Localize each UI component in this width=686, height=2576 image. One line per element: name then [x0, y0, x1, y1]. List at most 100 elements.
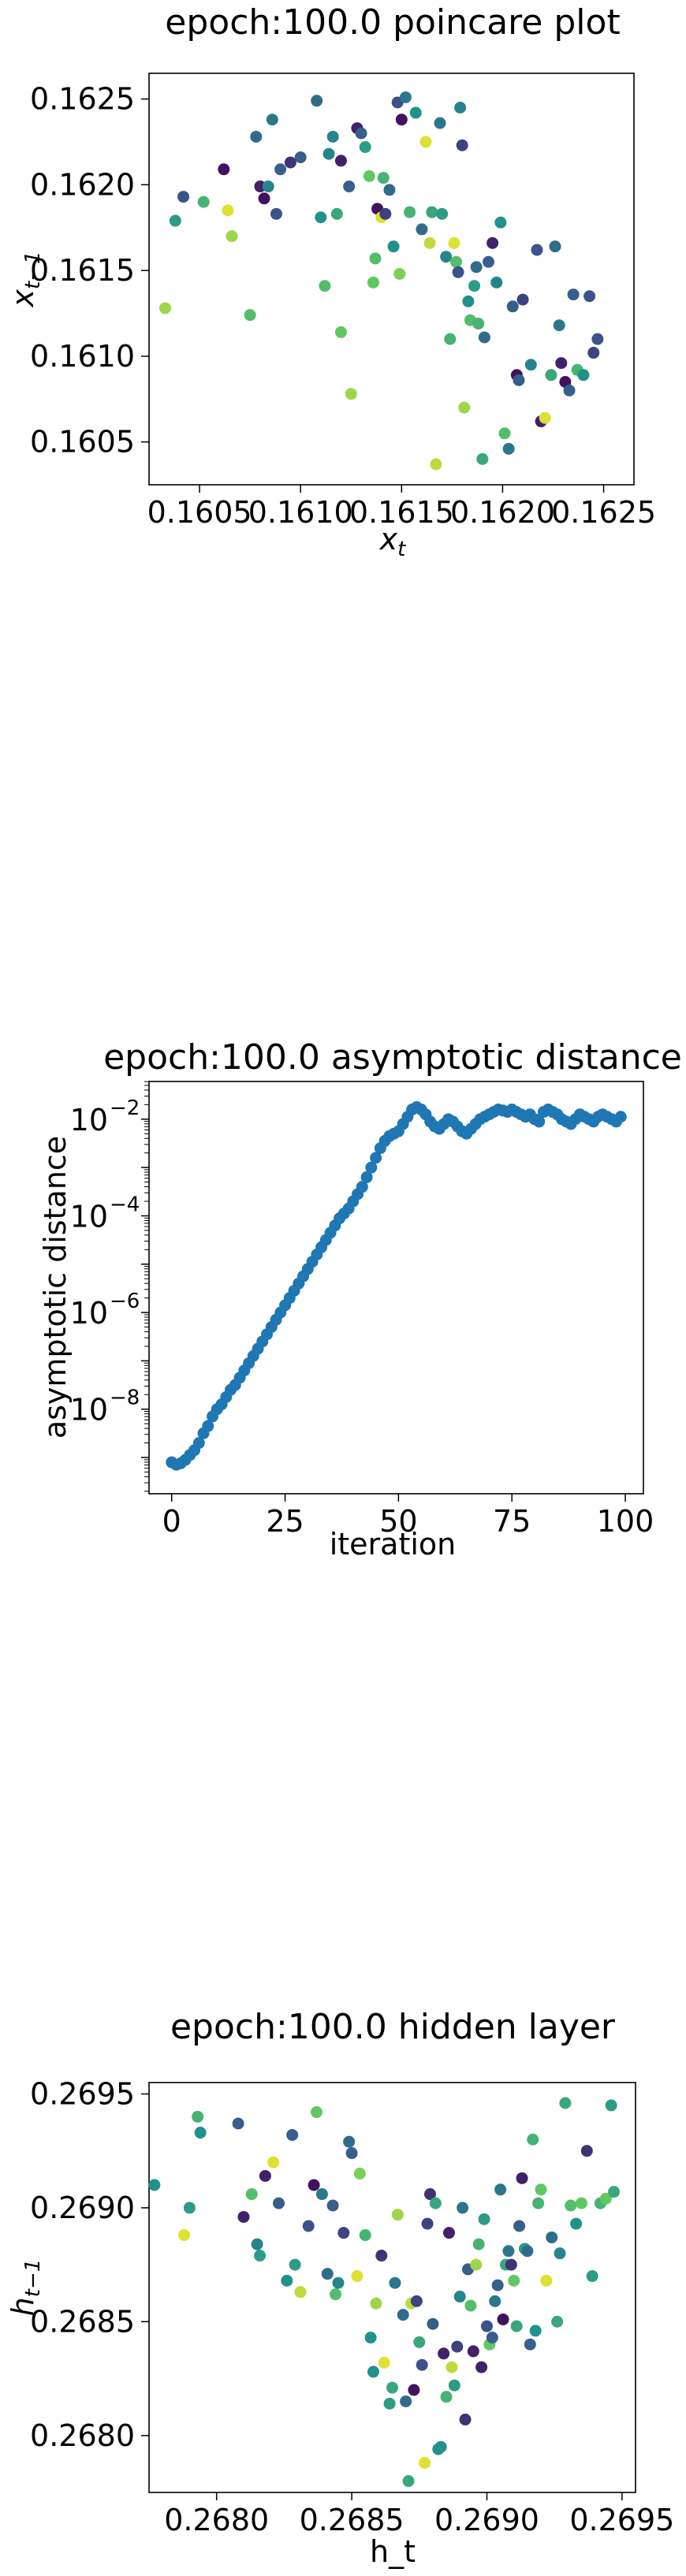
scatter-point: [559, 2097, 572, 2109]
scatter-point: [472, 2238, 485, 2250]
scatter-point: [266, 114, 278, 126]
scatter-point: [402, 2475, 415, 2488]
scatter-point: [580, 2145, 593, 2157]
y-axis-label: asymptotic distance: [38, 1136, 73, 1439]
scatter-point: [399, 91, 412, 103]
scatter-point: [438, 2347, 450, 2360]
scatter-point: [197, 195, 210, 208]
scatter-point: [419, 2456, 431, 2469]
scatter-point: [364, 2332, 377, 2344]
plot-frame: [148, 73, 635, 486]
scatter-point: [442, 2227, 455, 2239]
scatter-point: [583, 290, 596, 303]
scatter-point: [545, 369, 557, 382]
scatter-point: [490, 276, 503, 288]
scatter-point: [267, 2156, 280, 2168]
scatter-point: [393, 267, 406, 280]
scatter-point: [486, 2332, 498, 2344]
scatter-point: [468, 280, 481, 292]
scatter-point: [360, 1171, 373, 1183]
scatter-point: [491, 2279, 504, 2291]
scatter-point: [448, 2379, 460, 2392]
x-axis-label: iteration: [330, 1527, 457, 1562]
scatter-point: [446, 2361, 458, 2373]
plot-frame: [148, 2082, 636, 2493]
poincare-plot-chart: epoch:100.0 poincare plot 0.16050.16100.…: [6, 2, 656, 561]
scatter-point: [353, 2168, 366, 2180]
scatter-point: [506, 300, 519, 313]
scatter-point: [383, 184, 396, 196]
scatter-point: [330, 207, 343, 220]
scatter-point: [386, 2381, 398, 2394]
scatter-point: [370, 2297, 382, 2310]
scatter-point: [343, 2135, 356, 2148]
x-tick-label: 75: [493, 1504, 531, 1539]
scatter-point: [567, 288, 580, 301]
scatter-point: [470, 2258, 483, 2271]
x-tick-label: 0.1605: [147, 495, 252, 530]
scatter-point: [516, 293, 529, 306]
y-tick-label: 10: [70, 1103, 108, 1137]
scatter-point: [494, 2183, 507, 2196]
scatter-point: [377, 172, 390, 184]
scatter-point: [334, 154, 347, 167]
scatter-point: [326, 2199, 339, 2212]
y-tick-label: 10: [70, 1199, 108, 1234]
scatter-point: [321, 2268, 334, 2280]
scatter-point: [478, 2213, 490, 2225]
scatter-point: [218, 163, 230, 176]
scatter-point: [232, 2117, 244, 2130]
scatter-point: [311, 95, 323, 107]
scatter-point: [302, 2220, 315, 2232]
scatter-point: [483, 255, 494, 268]
scatter-point: [472, 318, 485, 330]
scatter-point: [532, 2197, 545, 2209]
scatter-point: [337, 2227, 350, 2239]
scatter-point: [577, 369, 590, 382]
scatter-point: [510, 2320, 523, 2332]
scatter-point: [389, 2276, 401, 2289]
scatter-point: [237, 2210, 250, 2223]
scatter-point: [614, 1111, 627, 1123]
y-tick-label: 10: [70, 1393, 108, 1428]
scatter-point: [284, 156, 296, 169]
scatter-point: [254, 2250, 267, 2262]
scatter-point: [400, 2395, 412, 2407]
scatter-point: [565, 2199, 577, 2212]
scatter-point: [319, 280, 331, 292]
scatter-point: [434, 2440, 447, 2453]
scatter-point: [345, 388, 357, 400]
scatter-point: [250, 130, 263, 143]
scatter-point: [365, 1161, 378, 1174]
scatter-point: [540, 2274, 553, 2287]
y-tick-label: 0.2690: [30, 2191, 135, 2225]
scatter-point: [367, 2366, 380, 2378]
chart-title: epoch:100.0 asymptotic distance: [103, 1037, 682, 1078]
scatter-point: [409, 106, 422, 119]
x-tick-label: 0.2695: [569, 2503, 674, 2537]
scatter-point: [456, 139, 468, 151]
scatter-point: [363, 170, 375, 182]
scatter-point: [575, 2197, 587, 2209]
y-tick-label: 10: [70, 1296, 108, 1331]
scatter-point: [404, 206, 416, 218]
scatter-point: [355, 127, 367, 140]
scatter-point: [367, 276, 379, 288]
hidden-layer-chart: epoch:100.0 hidden layer 0.2680 0.2685 0.2…: [6, 2007, 674, 2569]
scatter-point: [192, 1437, 205, 1450]
scatter-point: [531, 244, 543, 256]
scatter-point: [478, 331, 490, 344]
scatter-point: [159, 302, 171, 315]
scatter-point: [452, 266, 464, 278]
scatter-point: [599, 2192, 612, 2205]
scatter-point: [177, 191, 190, 203]
scatter-point: [423, 2188, 436, 2201]
y-tick-exponent: −6: [110, 1290, 140, 1313]
x-tick-label: 0.2690: [434, 2503, 539, 2537]
chart-title: epoch:100.0 hidden layer: [170, 2007, 616, 2047]
scatter-point: [430, 458, 442, 471]
scatter-point: [570, 2217, 583, 2230]
scatter-point: [416, 223, 428, 236]
x-tick-label: 0.1620: [450, 495, 555, 530]
y-tick-label: 0.1615: [30, 253, 135, 288]
